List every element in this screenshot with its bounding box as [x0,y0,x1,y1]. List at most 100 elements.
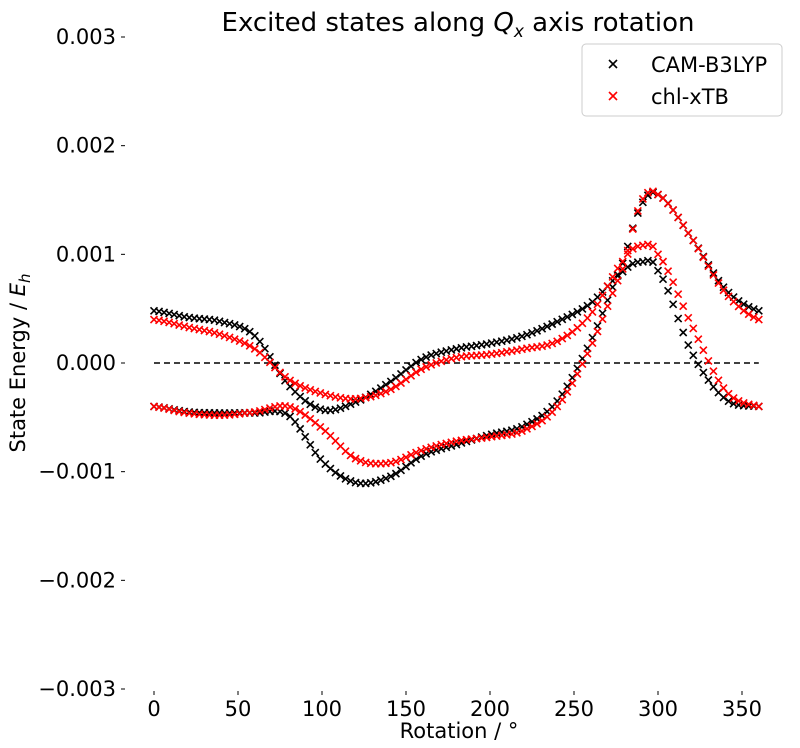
data-point-chl-xtb [512,428,521,437]
data-point-chl-xtb [165,318,174,327]
data-point-chl-xtb [296,407,305,416]
data-point-chl-xtb [417,446,426,455]
data-point-chl-xtb [734,396,743,406]
data-point-chl-xtb [406,450,416,459]
data-point-chl-xtb [699,253,708,262]
data-point-cam-b3lyp [522,330,532,339]
data-point-cam-b3lyp [669,300,678,309]
data-point-chl-xtb [679,221,688,230]
data-point-cam-b3lyp [412,358,421,367]
data-point-chl-xtb [714,278,723,288]
x-tick-label: 150 [386,697,426,721]
data-point-chl-xtb [311,387,320,396]
data-point-chl-xtb [618,264,627,273]
data-point-chl-xtb [568,379,577,388]
data-point-chl-xtb [356,456,365,465]
data-point-chl-xtb [754,315,763,324]
data-point-chl-xtb [583,349,592,358]
data-point-cam-b3lyp [306,440,315,449]
data-point-chl-xtb [170,319,179,328]
data-point-chl-xtb [210,328,219,337]
data-point-chl-xtb [653,250,663,259]
y-tick-label: −0.001 [38,460,116,484]
data-point-cam-b3lyp [563,312,572,321]
data-point-cam-b3lyp [633,209,642,218]
data-point-chl-xtb [694,244,703,253]
data-point-chl-xtb [648,187,658,196]
data-point-chl-xtb [674,213,683,222]
legend-marker-cam-b3lyp [608,59,618,69]
legend: CAM-B3LYP chl-xTB [581,43,783,117]
data-point-chl-xtb [220,331,229,340]
data-point-chl-xtb [306,385,315,394]
data-point-chl-xtb [744,310,753,319]
data-point-chl-xtb [603,282,612,291]
chart-title-subscript: x [513,22,525,42]
data-point-cam-b3lyp [296,424,305,433]
data-point-cam-b3lyp [396,466,406,475]
data-point-cam-b3lyp [664,286,673,295]
data-point-cam-b3lyp [719,393,728,402]
data-point-cam-b3lyp [346,476,355,486]
data-point-cam-b3lyp [381,474,390,483]
x-tick-label: 250 [554,697,594,721]
data-point-cam-b3lyp [280,409,290,418]
data-point-chl-xtb [674,290,683,299]
data-point-cam-b3lyp [527,328,537,337]
data-point-cam-b3lyp [744,302,753,311]
data-point-cam-b3lyp [427,351,436,360]
x-tick-label: 300 [638,697,678,721]
data-point-cam-b3lyp [311,448,320,457]
data-point-chl-xtb [553,337,562,346]
data-point-chl-xtb [346,451,355,460]
data-point-cam-b3lyp [739,300,748,309]
data-point-cam-b3lyp [568,310,577,319]
data-point-cam-b3lyp [301,396,310,405]
data-point-chl-xtb [245,341,254,350]
data-point-cam-b3lyp [558,315,567,324]
data-point-chl-xtb [412,448,421,457]
x-tick-label: 200 [470,697,510,721]
x-tick-label: 50 [225,697,252,721]
data-point-chl-xtb [749,313,758,322]
data-point-chl-xtb [754,402,763,411]
x-tick-label: 350 [722,697,762,721]
y-axis-label-subscript: h [16,273,34,283]
data-point-cam-b3lyp [754,306,763,315]
data-point-chl-xtb [704,262,713,271]
data-point-cam-b3lyp [538,324,547,333]
data-point-chl-xtb [628,225,637,234]
y-axis-label: State Energy / Eh [6,273,34,452]
data-point-cam-b3lyp [679,328,688,337]
data-point-chl-xtb [643,240,652,249]
data-point-chl-xtb [401,453,411,462]
x-tick-label: 100 [302,697,342,721]
data-point-cam-b3lyp [371,477,380,486]
legend-marker-chl-xtb [608,91,618,101]
data-point-cam-b3lyp [512,333,521,342]
data-point-chl-xtb [598,314,607,324]
data-point-chl-xtb [653,190,663,199]
data-point-cam-b3lyp [235,322,244,331]
y-tick-label: −0.003 [38,677,116,701]
data-point-chl-xtb [543,340,552,350]
data-point-cam-b3lyp [709,269,718,278]
data-point-chl-xtb [240,339,249,348]
data-point-chl-xtb [689,324,698,333]
data-point-chl-xtb [391,382,400,391]
data-point-chl-xtb [371,391,380,400]
data-point-chl-xtb [563,331,572,340]
data-point-chl-xtb [664,267,673,276]
data-point-chl-xtb [235,336,244,346]
data-point-chl-xtb [563,387,572,396]
data-point-chl-xtb [669,278,678,287]
data-point-chl-xtb [321,390,330,399]
y-tick-label: 0.003 [56,25,116,49]
data-point-cam-b3lyp [376,476,385,485]
data-point-chl-xtb [608,272,617,281]
data-point-cam-b3lyp [301,432,310,441]
legend-box [581,43,783,117]
data-point-cam-b3lyp [638,198,647,207]
data-point-cam-b3lyp [270,361,280,370]
data-point-cam-b3lyp [336,404,345,413]
